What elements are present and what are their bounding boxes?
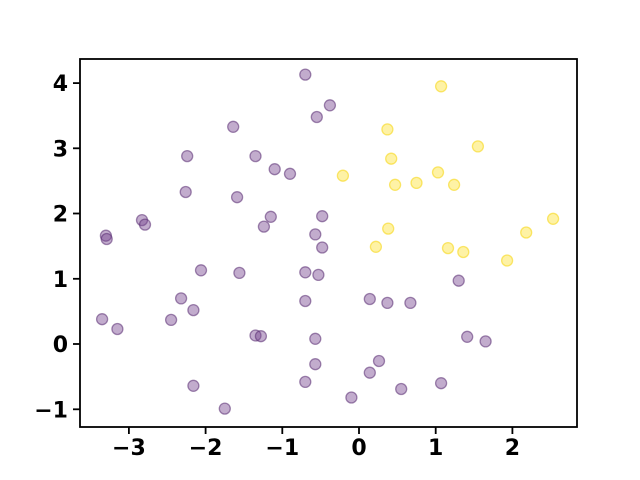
data-point-cluster-purple bbox=[372, 354, 386, 368]
data-point-cluster-yellow bbox=[546, 212, 560, 225]
data-point-cluster-purple bbox=[434, 377, 448, 390]
data-point-cluster-purple bbox=[230, 191, 244, 204]
plot-area bbox=[79, 58, 578, 428]
data-point-cluster-purple bbox=[187, 379, 200, 392]
data-point-cluster-purple bbox=[395, 382, 408, 396]
data-point-cluster-purple bbox=[264, 210, 277, 223]
data-point-cluster-purple bbox=[363, 292, 376, 306]
data-point-cluster-purple bbox=[111, 322, 124, 336]
x-tick-label: 0 bbox=[351, 436, 366, 461]
data-point-cluster-yellow bbox=[471, 140, 485, 153]
data-point-cluster-yellow bbox=[431, 166, 445, 179]
data-point-cluster-yellow bbox=[500, 254, 514, 267]
data-point-cluster-purple bbox=[218, 402, 231, 415]
data-point-cluster-purple bbox=[452, 274, 465, 287]
data-point-cluster-purple bbox=[381, 296, 394, 310]
data-point-cluster-purple bbox=[283, 167, 297, 180]
data-point-cluster-purple bbox=[310, 110, 323, 124]
data-point-cluster-purple bbox=[181, 149, 194, 163]
data-point-cluster-yellow bbox=[382, 222, 395, 235]
y-tick-label: −1 bbox=[34, 398, 68, 423]
data-point-cluster-purple bbox=[95, 313, 109, 326]
data-point-cluster-purple bbox=[461, 330, 474, 343]
data-point-cluster-yellow bbox=[410, 176, 423, 190]
x-tick-label: −2 bbox=[189, 436, 223, 461]
data-point-cluster-purple bbox=[316, 210, 329, 223]
data-point-cluster-yellow bbox=[388, 178, 402, 191]
y-tick-label: 4 bbox=[53, 72, 68, 97]
x-tick-label: −1 bbox=[265, 436, 299, 461]
data-point-cluster-purple bbox=[309, 332, 322, 345]
data-point-cluster-purple bbox=[100, 232, 113, 246]
data-point-cluster-yellow bbox=[434, 80, 448, 93]
data-point-cluster-yellow bbox=[520, 226, 533, 239]
data-point-cluster-purple bbox=[345, 391, 358, 404]
data-point-cluster-purple bbox=[164, 313, 178, 327]
data-point-cluster-purple bbox=[363, 366, 376, 379]
x-tick-label: 1 bbox=[428, 436, 443, 461]
data-point-cluster-purple bbox=[187, 303, 200, 317]
data-point-cluster-purple bbox=[309, 358, 322, 371]
data-point-cluster-yellow bbox=[381, 123, 394, 136]
y-tick-label: 2 bbox=[53, 203, 68, 228]
data-point-cluster-yellow bbox=[336, 169, 350, 182]
data-point-cluster-purple bbox=[479, 335, 492, 348]
data-point-cluster-purple bbox=[404, 296, 417, 310]
data-point-cluster-purple bbox=[312, 268, 325, 282]
data-point-cluster-purple bbox=[227, 120, 240, 133]
data-point-cluster-purple bbox=[299, 294, 312, 308]
y-tick-label: 1 bbox=[53, 268, 68, 293]
data-point-cluster-purple bbox=[316, 241, 329, 254]
data-point-cluster-yellow bbox=[447, 178, 461, 191]
x-tick-label: 2 bbox=[505, 436, 520, 461]
data-point-cluster-purple bbox=[299, 375, 312, 389]
data-point-cluster-purple bbox=[257, 220, 271, 233]
data-point-cluster-purple bbox=[254, 330, 268, 343]
y-tick-label: 0 bbox=[53, 333, 68, 358]
data-point-cluster-yellow bbox=[457, 245, 470, 259]
data-point-cluster-purple bbox=[309, 228, 322, 241]
data-point-cluster-purple bbox=[268, 163, 281, 176]
x-tick-label: −3 bbox=[112, 436, 146, 461]
y-tick-label: 3 bbox=[53, 137, 68, 162]
data-point-cluster-purple bbox=[233, 266, 246, 280]
data-point-cluster-yellow bbox=[385, 152, 398, 165]
data-point-cluster-purple bbox=[323, 99, 337, 112]
data-point-cluster-purple bbox=[138, 218, 152, 231]
data-point-cluster-yellow bbox=[369, 240, 383, 253]
data-point-cluster-purple bbox=[194, 264, 208, 277]
data-point-cluster-purple bbox=[299, 68, 312, 81]
data-point-cluster-purple bbox=[249, 149, 262, 163]
data-point-cluster-yellow bbox=[441, 241, 455, 255]
data-point-cluster-purple bbox=[179, 185, 192, 199]
data-point-cluster-purple bbox=[174, 292, 188, 305]
data-point-cluster-purple bbox=[299, 266, 312, 279]
